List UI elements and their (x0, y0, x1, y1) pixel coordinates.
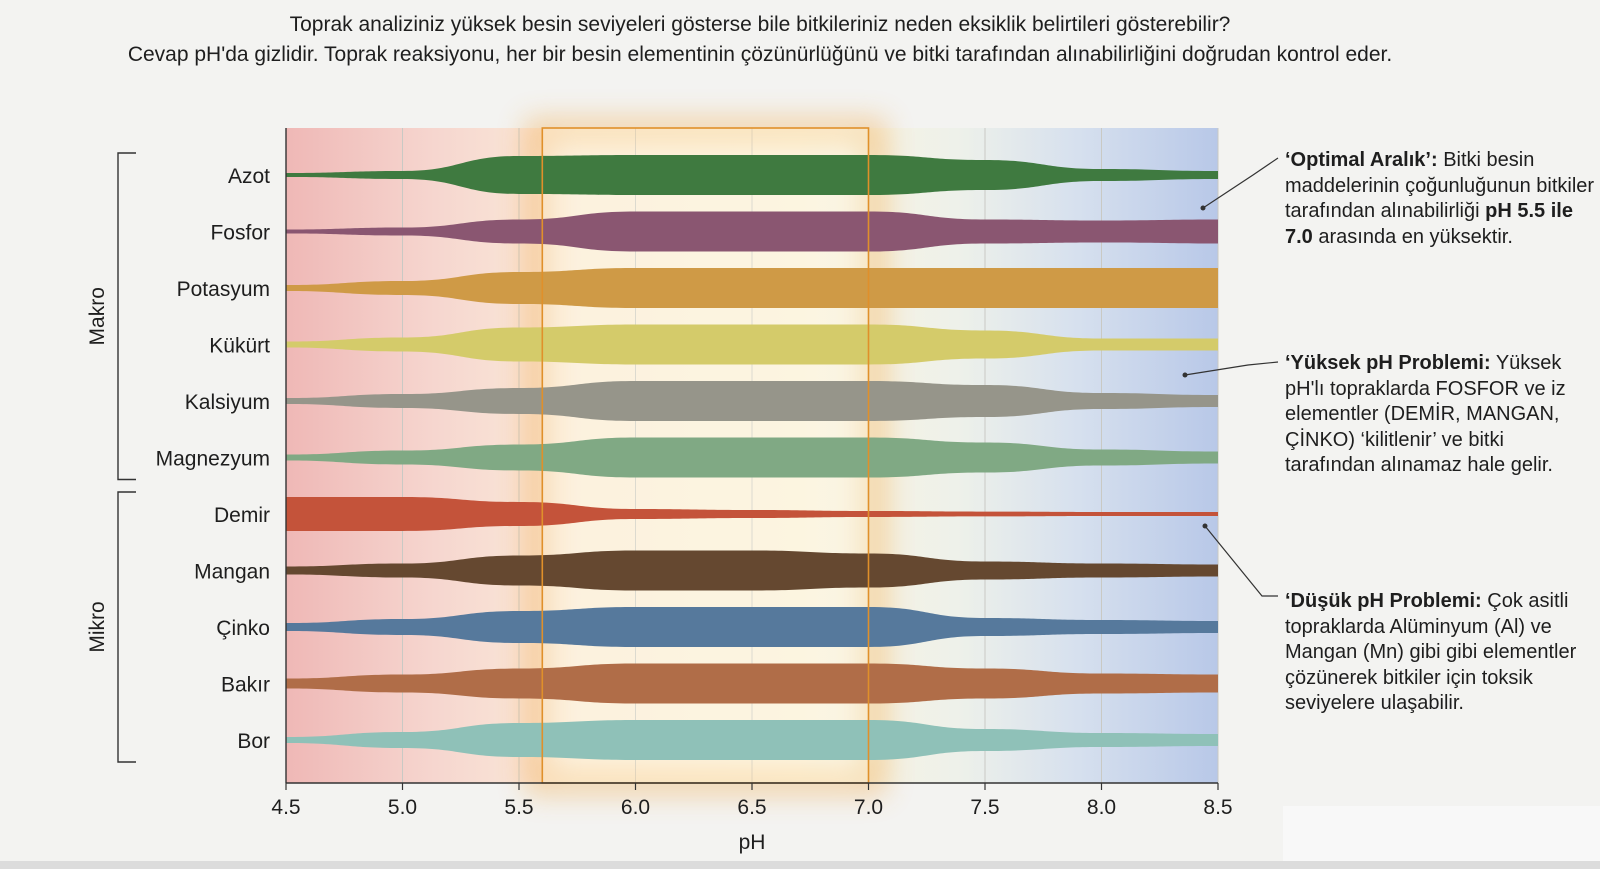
callout-line-low (1204, 525, 1278, 597)
bottom-strip (0, 861, 1600, 869)
band-Magnezyum (286, 437, 1218, 478)
header-line-2: Cevap pH'da gizlidir. Toprak reaksiyonu,… (127, 43, 1393, 66)
callout-dot-low (1202, 523, 1208, 529)
x-tick-label-6.5: 6.5 (737, 796, 766, 819)
x-tick-label-4.5: 4.5 (271, 796, 300, 819)
row-label-Çinko: Çinko (216, 617, 270, 640)
row-label-Bor: Bor (237, 730, 270, 753)
band-Kükürt (286, 324, 1218, 365)
callout-line-optimal (1202, 157, 1279, 209)
band-Mangan (286, 550, 1218, 591)
x-tick-label-7.0: 7.0 (854, 796, 883, 819)
row-label-Magnezyum: Magnezyum (156, 448, 270, 471)
note-low-text: Çok asitli topraklarda Alüminyum (Al) ve… (1285, 590, 1577, 714)
note-low-ph: ‘Düşük pH Problemi: Çok asitli topraklar… (1285, 589, 1595, 717)
note-optimal-text-2: arasında en yüksektir. (1312, 225, 1513, 248)
note-optimal-title: ‘Optimal Aralık’: (1285, 149, 1438, 171)
note-high-ph: ‘Yüksek pH Problemi: Yüksek pH'lı toprak… (1285, 351, 1595, 479)
row-label-Azot: Azot (228, 165, 270, 188)
x-tick-label-6.0: 6.0 (621, 796, 650, 819)
band-Bor (286, 720, 1218, 760)
x-tick-label-5.5: 5.5 (504, 796, 533, 819)
callout-dot-high (1182, 372, 1188, 378)
band-Potasyum (286, 268, 1218, 308)
group-label-Makro: Makro (86, 287, 109, 345)
x-axis-label: pH (739, 831, 766, 854)
note-high-title: ‘Yüksek pH Problemi: (1285, 352, 1491, 374)
band-Bakır (286, 663, 1218, 704)
note-low-title: ‘Düşük pH Problemi: (1285, 590, 1482, 612)
callout-dot-optimal (1200, 205, 1206, 211)
group-bracket-Makro (117, 152, 136, 481)
group-bracket-Mikro (117, 491, 136, 763)
band-Fosfor (286, 211, 1218, 252)
x-tick-label-8.0: 8.0 (1087, 796, 1116, 819)
note-high-text: Yüksek pH'lı topraklarda FOSFOR ve iz el… (1285, 352, 1566, 476)
header-line-1: Toprak analiziniz yüksek besin seviyeler… (289, 13, 1231, 36)
band-Demir (286, 497, 1218, 531)
note-optimal-text-1: Bitki besin maddelerinin çoğunluğunun bi… (1285, 149, 1595, 222)
row-label-Fosfor: Fosfor (210, 222, 270, 245)
corner-patch (1283, 806, 1600, 861)
x-tick-label-7.5: 7.5 (970, 796, 999, 819)
band-Azot (286, 155, 1218, 195)
row-label-Bakır: Bakır (221, 674, 270, 697)
row-label-Mangan: Mangan (194, 561, 270, 584)
note-optimal-range: ‘Optimal Aralık’: Bitki besin maddelerin… (1285, 148, 1595, 250)
x-tick-label-8.5: 8.5 (1203, 796, 1232, 819)
band-Çinko (286, 607, 1218, 647)
group-label-Mikro: Mikro (86, 601, 109, 652)
callout-line-high (1184, 361, 1279, 376)
x-tick-label-5.0: 5.0 (388, 796, 417, 819)
row-label-Kükürt: Kükürt (209, 335, 270, 358)
header: Toprak analiziniz yüksek besin seviyeler… (0, 10, 1600, 70)
row-label-Potasyum: Potasyum (177, 278, 270, 301)
row-label-Kalsiyum: Kalsiyum (185, 391, 270, 414)
note-optimal-bold: pH 5.5 ile 7.0 (1285, 200, 1573, 248)
band-Kalsiyum (286, 381, 1218, 421)
row-label-Demir: Demir (214, 504, 270, 527)
